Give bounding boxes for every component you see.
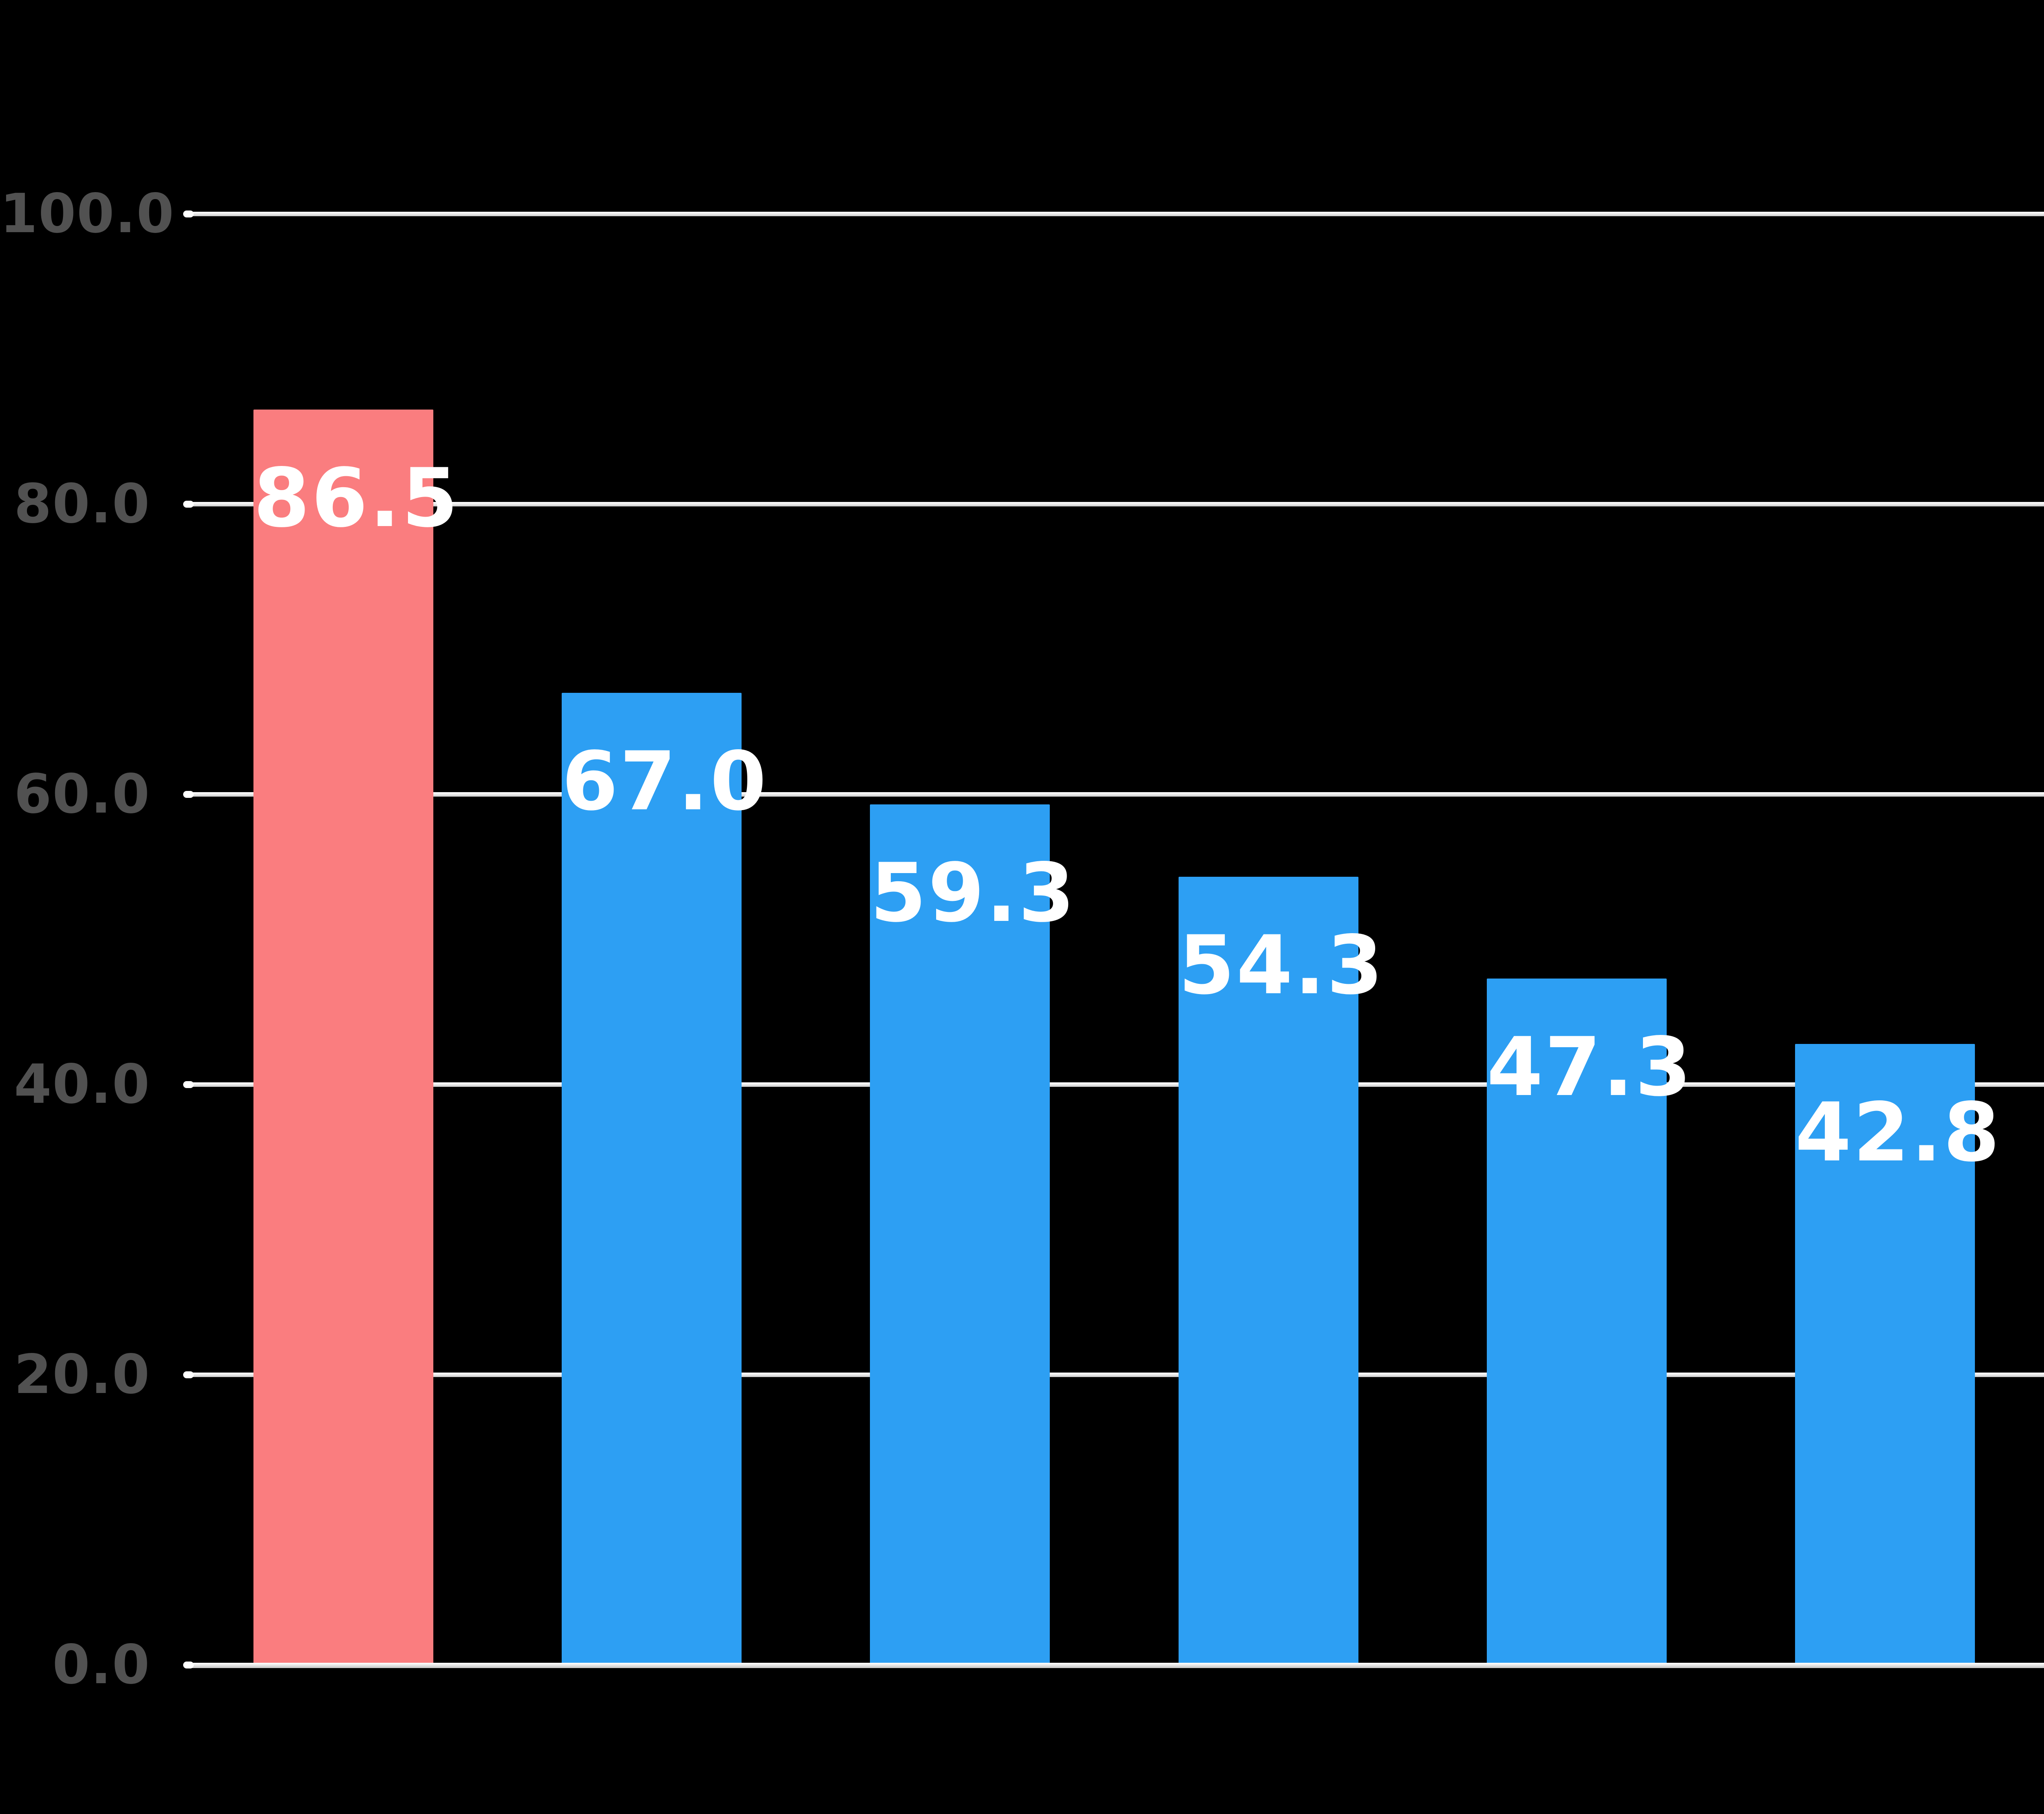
gridline — [183, 1081, 2044, 1088]
y-axis-tick-label: 100.0 — [0, 182, 175, 245]
bar: 42.8 — [1795, 1044, 2001, 1665]
bar-value-label: 47.3 — [1486, 1019, 1693, 1114]
y-axis-tick-label: 80.0 — [14, 473, 150, 535]
bar-value-label: 59.3 — [870, 845, 1076, 940]
bar: 86.5 — [253, 410, 460, 1665]
gridline — [183, 1371, 2044, 1378]
x-axis-baseline — [183, 1662, 2044, 1668]
bar: 47.3 — [1486, 978, 1693, 1665]
gridline-tick-cap — [183, 211, 194, 217]
bar-value-label: 42.8 — [1795, 1085, 2001, 1180]
bar: 67.0 — [562, 692, 768, 1665]
bar: 59.3 — [870, 804, 1076, 1665]
bar: 54.3 — [1178, 877, 1385, 1665]
y-axis-tick-label: 60.0 — [14, 763, 150, 826]
bar-value-label: 54.3 — [1178, 918, 1385, 1013]
bar-value-label: 86.5 — [253, 451, 460, 546]
gridline-tick-cap — [183, 1371, 194, 1378]
y-axis-tick-label: 20.0 — [14, 1343, 150, 1406]
gridline-tick-cap — [183, 501, 194, 508]
y-axis-tick-label: 0.0 — [52, 1633, 150, 1696]
gridline-tick-cap — [183, 791, 194, 798]
gridline-tick-cap — [183, 1662, 194, 1668]
gridline-tick-cap — [183, 1081, 194, 1088]
gridline — [183, 791, 2044, 798]
gridline — [183, 501, 2044, 508]
bar-value-label: 67.0 — [562, 734, 768, 829]
y-axis-tick-label: 40.0 — [14, 1053, 150, 1116]
gridline — [183, 211, 2044, 217]
